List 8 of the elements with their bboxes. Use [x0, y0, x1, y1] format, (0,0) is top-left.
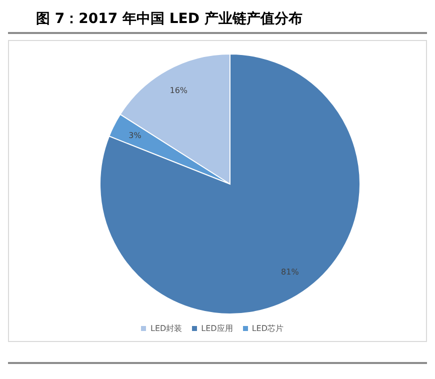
legend-label: LED封装: [150, 324, 182, 333]
pie-slice: [100, 54, 360, 314]
legend-label: LED应用: [201, 324, 233, 333]
data-label: 3%: [128, 131, 142, 140]
legend-label: LED芯片: [252, 324, 284, 333]
chart-title: 图 7：2017 年中国 LED 产业链产值分布: [8, 8, 427, 34]
data-label: 81%: [281, 268, 300, 277]
data-label: 16%: [170, 86, 188, 96]
